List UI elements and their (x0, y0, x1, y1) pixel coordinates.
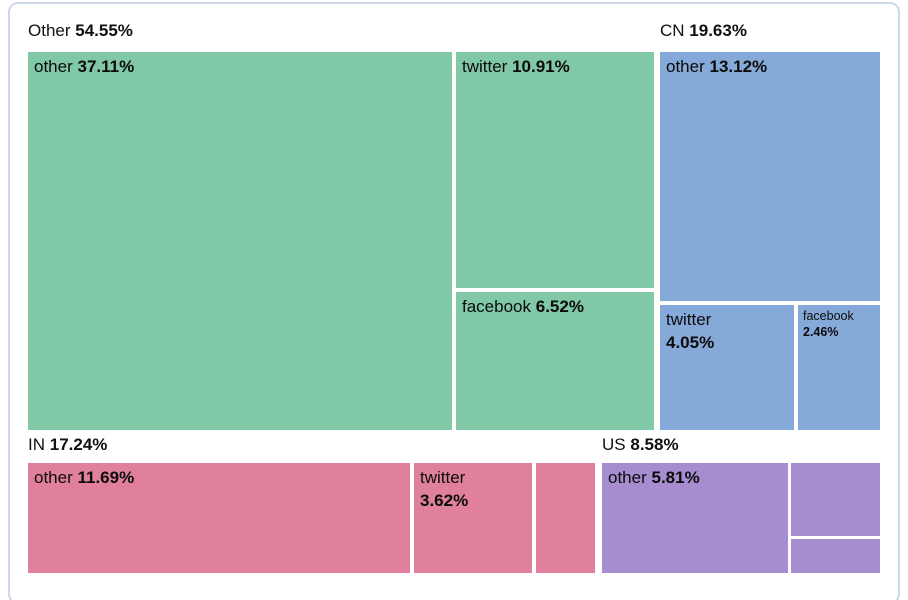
treemap-cell-other-twitter[interactable]: twitter 10.91% (456, 52, 654, 288)
treemap-cell-in-other[interactable]: other 11.69% (28, 463, 410, 573)
treemap-cell-us-other[interactable]: other 5.81% (602, 463, 788, 573)
group-header-us: US 8.58% (602, 434, 679, 456)
group-value: 54.55% (75, 21, 133, 40)
cell-label: facebook (803, 309, 854, 323)
group-header-in: IN 17.24% (28, 434, 107, 456)
cell-label: other (666, 57, 705, 76)
cell-value: 6.52% (535, 297, 584, 316)
cell-label: other (34, 57, 73, 76)
treemap-cell-us-twitter-unlabeled[interactable] (791, 463, 880, 536)
cell-value: 5.81% (651, 468, 700, 487)
treemap-cell-cn-facebook[interactable]: facebook 2.46% (798, 305, 880, 430)
cell-label: other (608, 468, 647, 487)
group-label: US (602, 435, 626, 454)
cell-label: facebook (462, 297, 531, 316)
treemap-cell-cn-twitter[interactable]: twitter 4.05% (660, 305, 794, 430)
group-value: 17.24% (49, 435, 108, 454)
treemap-cell-us-facebook-unlabeled[interactable] (791, 539, 880, 573)
group-value: 8.58% (630, 435, 679, 454)
group-header-other: Other 54.55% (28, 20, 133, 42)
group-header-cn: CN 19.63% (660, 20, 747, 42)
cell-label: twitter (462, 57, 508, 76)
cell-value: 37.11% (77, 57, 135, 76)
cell-label: twitter (666, 310, 712, 329)
treemap-cell-other-facebook[interactable]: facebook 6.52% (456, 292, 654, 430)
treemap-cell-cn-other[interactable]: other 13.12% (660, 52, 880, 301)
cell-value: 3.62% (420, 491, 469, 510)
treemap-cell-in-twitter[interactable]: twitter 3.62% (414, 463, 532, 573)
cell-label: other (34, 468, 73, 487)
cell-value: 13.12% (709, 57, 768, 76)
cell-value: 2.46% (803, 325, 839, 339)
cell-value: 11.69% (77, 468, 135, 487)
group-label: CN (660, 21, 685, 40)
treemap-cell-other-other[interactable]: other 37.11% (28, 52, 452, 430)
group-label: IN (28, 435, 45, 454)
cell-value: 4.05% (666, 333, 715, 352)
cell-label: twitter (420, 468, 466, 487)
group-value: 19.63% (689, 21, 747, 40)
cell-value: 10.91% (512, 57, 570, 76)
group-label: Other (28, 21, 71, 40)
treemap-cell-in-facebook-unlabeled[interactable] (536, 463, 595, 573)
